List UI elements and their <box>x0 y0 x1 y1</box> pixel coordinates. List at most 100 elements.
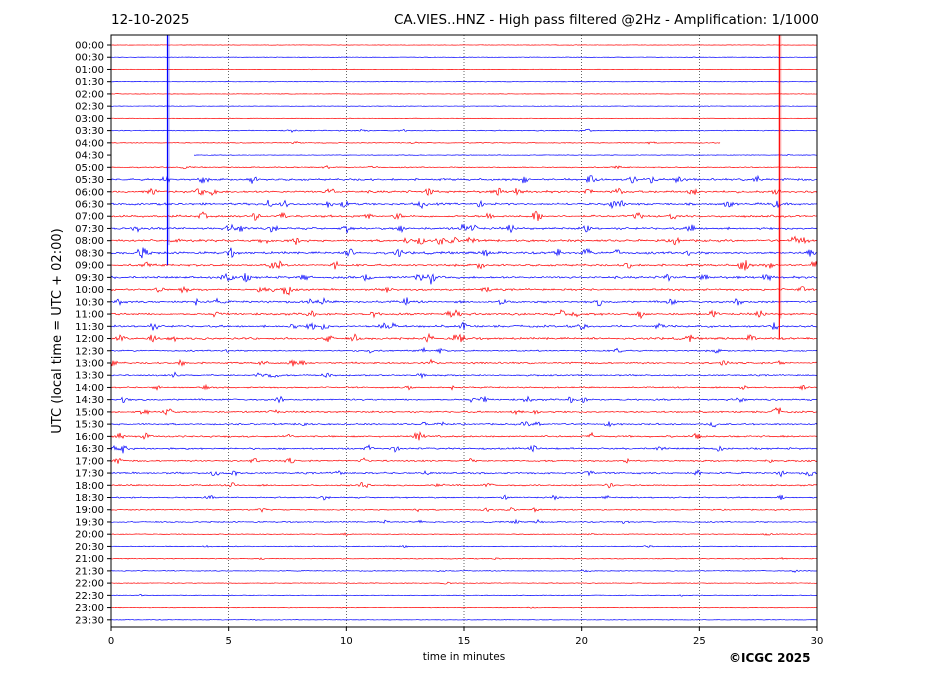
trace-line <box>110 260 818 271</box>
y-tick-label: 05:30 <box>75 175 104 186</box>
y-tick-label: 17:00 <box>75 456 104 467</box>
trace-line <box>110 532 818 536</box>
trace-line <box>110 371 818 380</box>
y-tick-label: 07:00 <box>75 212 104 223</box>
y-tick-label: 13:30 <box>75 371 104 382</box>
y-tick-label: 14:00 <box>75 383 104 394</box>
trace-line <box>110 407 818 416</box>
y-tick-label: 17:30 <box>75 469 104 480</box>
trace-line <box>110 482 818 489</box>
trace-line <box>110 210 818 222</box>
y-tick-label: 15:00 <box>75 407 104 418</box>
trace-group <box>110 44 818 621</box>
y-tick-label: 18:30 <box>75 493 104 504</box>
copyright-label: ©ICGC 2025 <box>729 651 811 665</box>
chart-title: CA.VIES..HNZ - High pass filtered @2Hz -… <box>394 12 819 28</box>
trace-line <box>110 44 818 46</box>
y-tick-label: 03:30 <box>75 126 104 137</box>
trace-line <box>110 606 818 609</box>
trace-line <box>110 346 818 354</box>
trace-line <box>110 247 818 259</box>
trace-line <box>110 199 818 210</box>
y-tick-label: 08:00 <box>75 236 104 247</box>
trace-line <box>110 321 818 331</box>
trace-line <box>110 223 818 234</box>
y-tick-label: 19:00 <box>75 505 104 516</box>
trace-line <box>110 569 818 573</box>
trace-line <box>110 431 818 441</box>
date-label: 12-10-2025 <box>111 12 190 28</box>
y-tick-label: 21:30 <box>75 566 104 577</box>
x-tick-label: 20 <box>575 636 588 647</box>
y-tick-label: 00:30 <box>75 53 104 64</box>
y-tick-label: 13:00 <box>75 358 104 369</box>
trace-line <box>110 383 818 391</box>
trace-line <box>110 618 818 621</box>
y-tick-label: 01:30 <box>75 77 104 88</box>
trace-line <box>110 395 817 404</box>
trace-line <box>110 469 818 478</box>
x-axis-label: time in minutes <box>423 651 505 663</box>
x-tick-label: 0 <box>108 636 114 647</box>
x-tick-label: 10 <box>340 636 353 647</box>
trace-line <box>110 174 818 184</box>
y-tick-label: 07:30 <box>75 224 104 235</box>
y-tick-label: 11:00 <box>75 310 104 321</box>
y-tick-label: 00:00 <box>75 41 104 52</box>
trace-line <box>110 285 818 296</box>
trace-line <box>110 56 818 58</box>
y-tick-label: 16:30 <box>75 444 104 455</box>
y-tick-label: 03:00 <box>75 114 104 125</box>
y-tick-label: 22:30 <box>75 591 104 602</box>
trace-line <box>110 272 818 285</box>
x-tick-label: 5 <box>225 636 231 647</box>
y-tick-label: 23:30 <box>75 615 104 626</box>
trace-line <box>110 518 818 525</box>
y-tick-label: 15:30 <box>75 420 104 431</box>
y-tick-label: 10:30 <box>75 297 104 308</box>
trace-line <box>110 81 818 83</box>
trace-line <box>110 309 818 320</box>
grid-lines <box>228 35 700 627</box>
y-tick-label: 04:30 <box>75 151 104 162</box>
y-tick-label: 11:30 <box>75 322 104 333</box>
trace-line <box>110 544 818 548</box>
y-tick-label: 12:00 <box>75 334 104 345</box>
trace-line <box>110 117 818 120</box>
x-tick-label: 15 <box>458 636 471 647</box>
y-tick-label: 02:00 <box>75 89 104 100</box>
y-tick-label: 05:00 <box>75 163 104 174</box>
x-tick-label: 30 <box>811 636 824 647</box>
trace-line <box>110 457 818 464</box>
trace-line <box>110 421 818 428</box>
trace-line <box>110 358 818 367</box>
y-tick-label: 22:00 <box>75 579 104 590</box>
trace-line <box>110 235 818 246</box>
y-tick-label: 23:00 <box>75 603 104 614</box>
y-tick-label: 19:30 <box>75 517 104 528</box>
y-tick-label: 06:30 <box>75 199 104 210</box>
plot-frame <box>110 34 818 628</box>
trace-line <box>110 581 818 585</box>
trace-line <box>110 494 818 501</box>
y-tick-label: 20:00 <box>75 530 104 541</box>
trace-line <box>110 444 818 454</box>
y-tick-label: 09:30 <box>75 273 104 284</box>
trace-line <box>110 556 818 561</box>
y-tick-label: 02:30 <box>75 102 104 113</box>
y-tick-label: 08:30 <box>75 248 104 259</box>
y-tick-label: 16:00 <box>75 432 104 443</box>
trace-line <box>110 93 818 95</box>
y-axis-label: UTC (local time = UTC + 02:00) <box>50 228 65 433</box>
y-tick-label: 09:00 <box>75 261 104 272</box>
x-tick-labels: 0 5 10 15 20 25 30 <box>108 627 824 647</box>
trace-line <box>110 165 818 170</box>
y-tick-label: 18:00 <box>75 481 104 492</box>
y-tick-label: 20:30 <box>75 542 104 553</box>
trace-line <box>110 507 818 513</box>
trace-line <box>110 593 818 597</box>
y-tick-label: 21:00 <box>75 554 104 565</box>
